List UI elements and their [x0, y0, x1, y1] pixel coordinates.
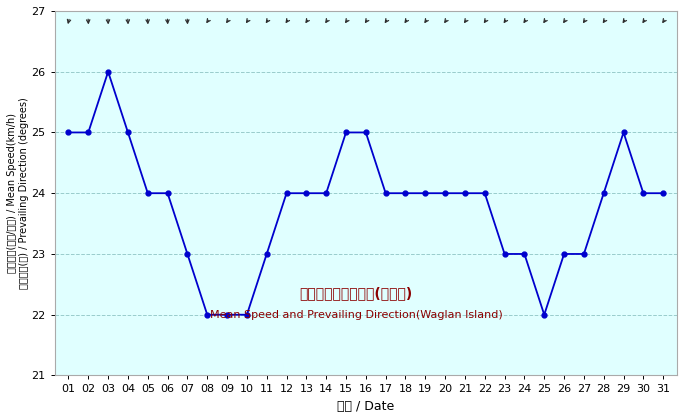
- Text: 平均風速及盛行風向(橫琅島): 平均風速及盛行風向(橫琅島): [300, 286, 412, 300]
- X-axis label: 日期 / Date: 日期 / Date: [337, 400, 395, 413]
- Text: Mean Speed and Prevailing Direction(Waglan Island): Mean Speed and Prevailing Direction(Wagl…: [209, 310, 502, 320]
- Y-axis label: 平均風速(公里/小時) / Mean Speed(km/h)
盛行風向(度) / Prevailing Direction (degrees): 平均風速(公里/小時) / Mean Speed(km/h) 盛行風向(度) /…: [7, 97, 29, 289]
